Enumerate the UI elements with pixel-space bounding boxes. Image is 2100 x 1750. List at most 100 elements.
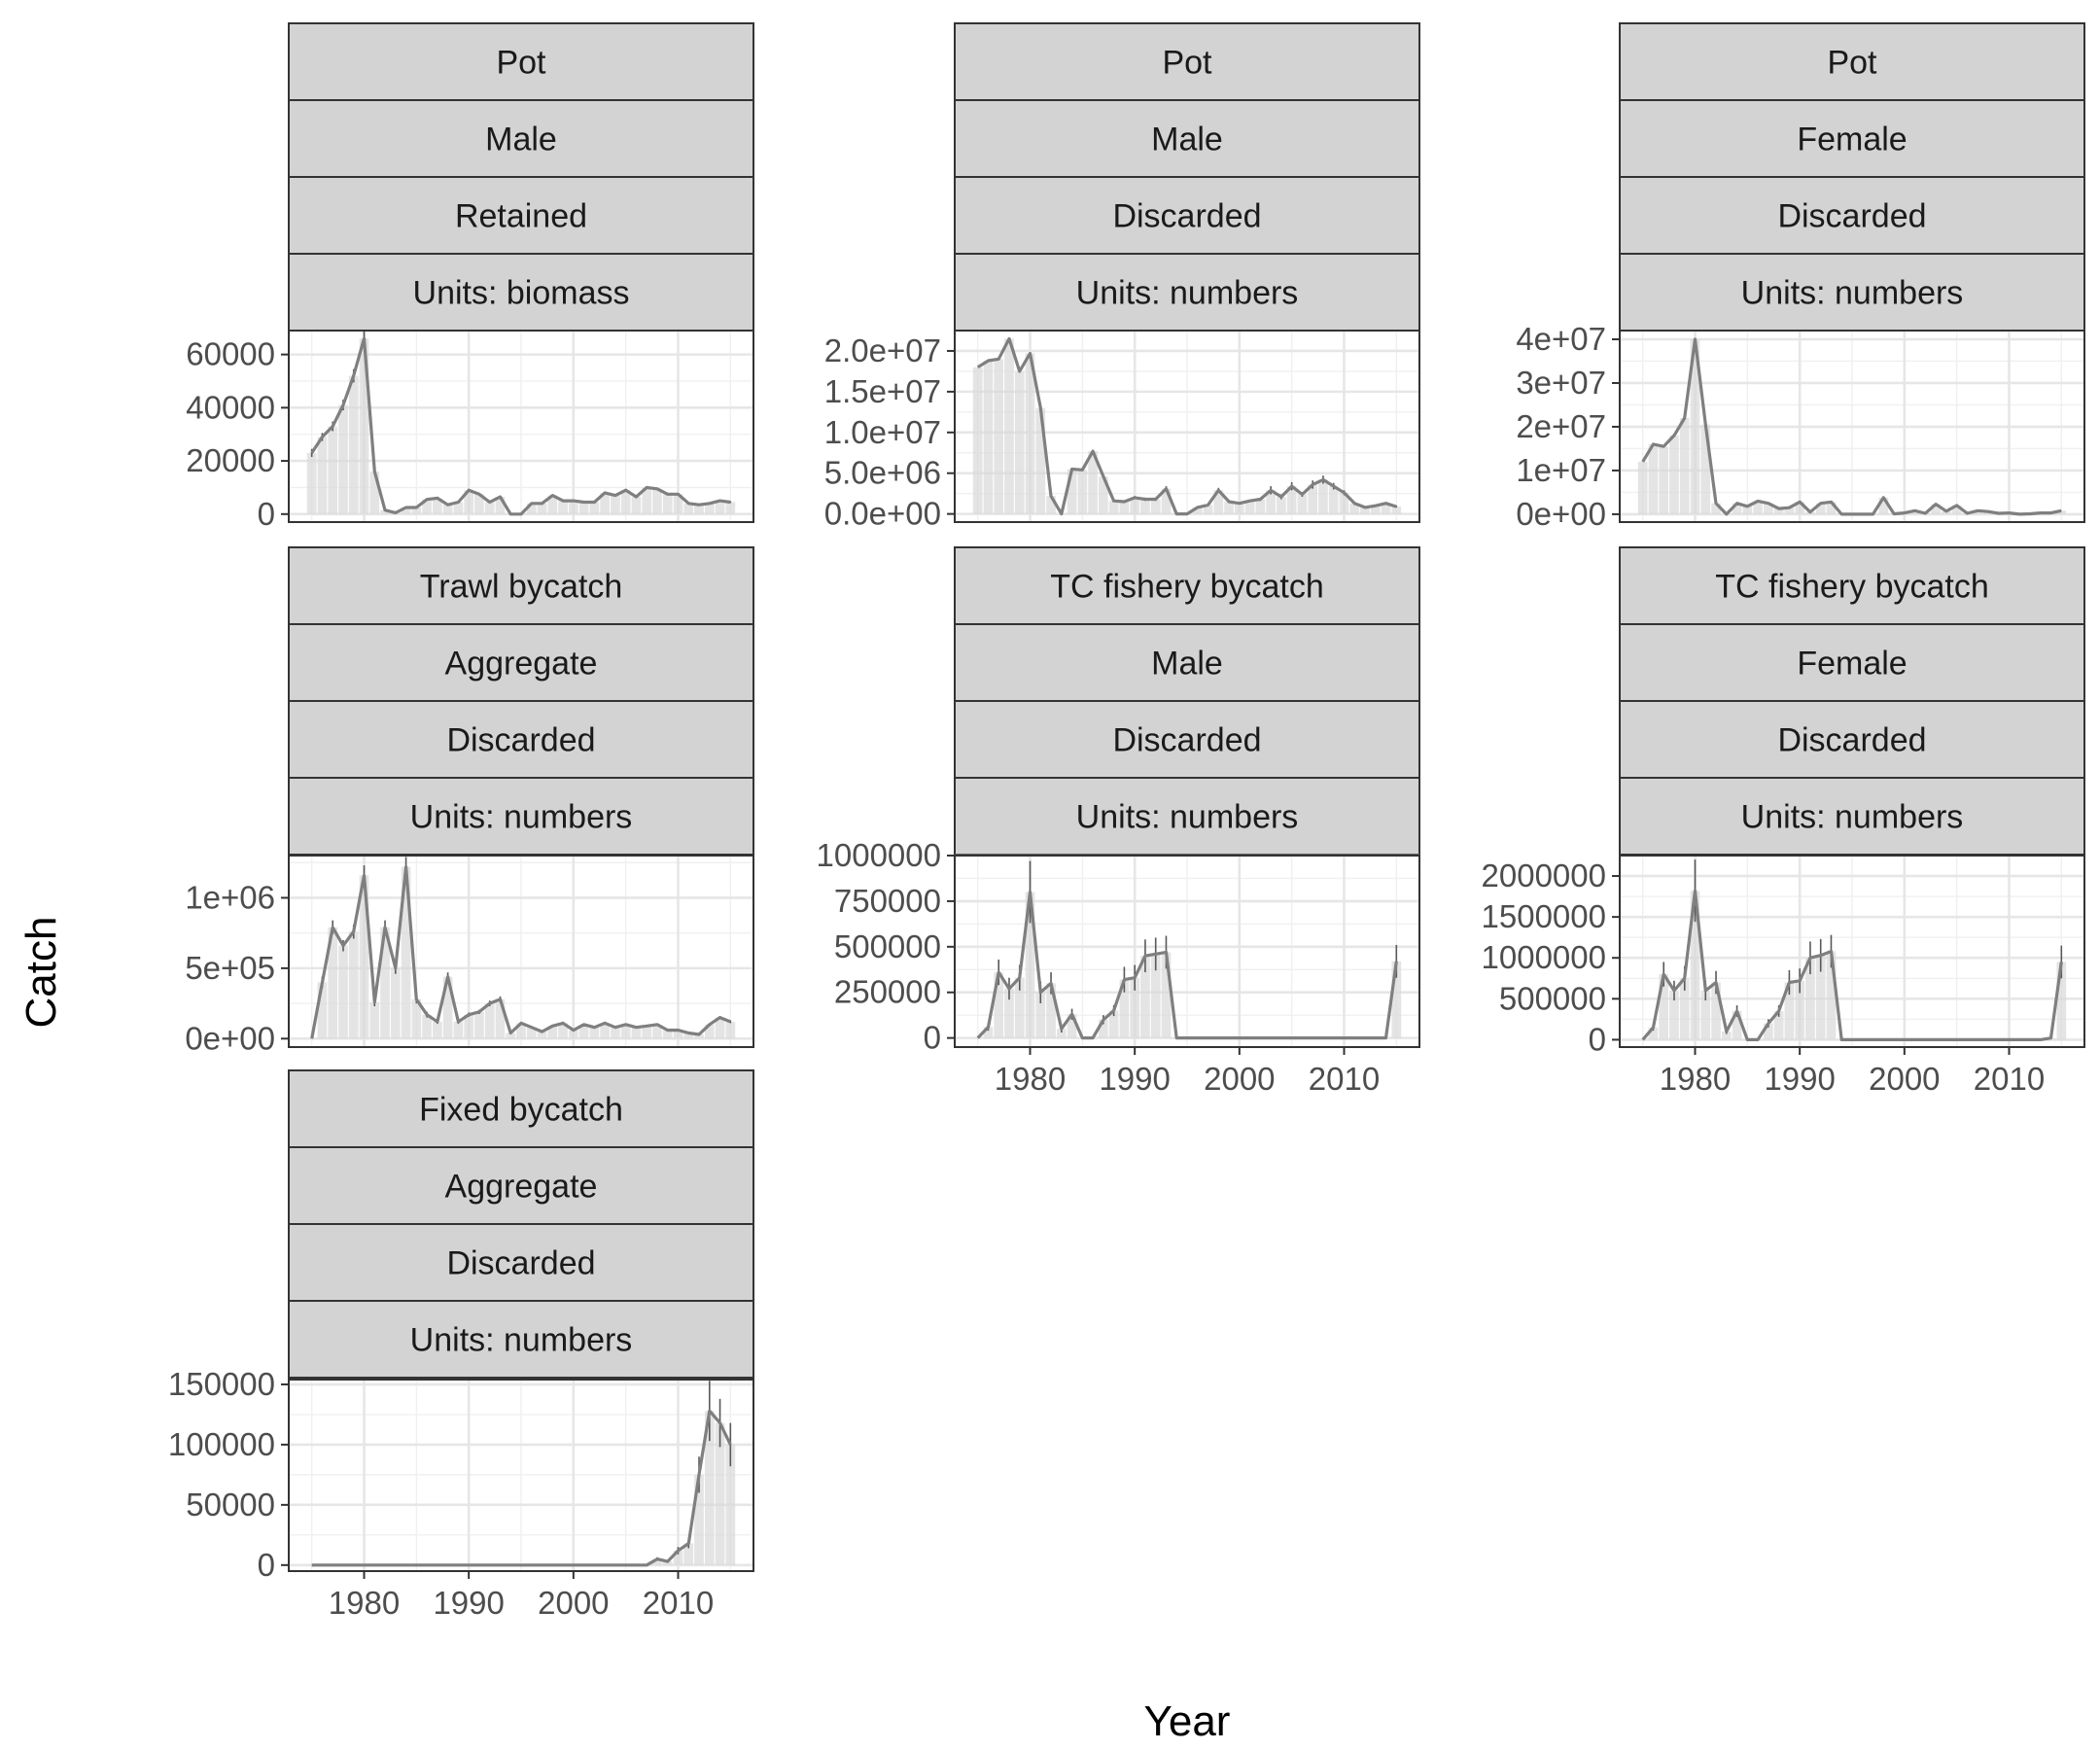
catch-line [311,1409,732,1567]
strip-label-box [288,1223,754,1302]
catch-bar [1773,508,1784,514]
x-axis-title: Year [1144,1698,1231,1745]
catch-bar [1056,1029,1067,1038]
strip-label: Female [1797,646,1907,682]
catch-bar [611,495,620,514]
catch-bar [715,1017,725,1039]
facet-panel: Fixed bycatch Aggregate Discarded Units: nu… [168,1069,754,1621]
catch-bar [317,437,328,514]
strip-label-box [288,99,754,178]
catch-bar [1648,443,1659,514]
y-tick-label: 0 [258,1547,275,1583]
x-tick-label: 1990 [433,1585,504,1621]
catch-bar [1067,1014,1077,1038]
catch-bar [442,505,453,514]
catch-bar [1764,1023,1773,1040]
y-tick-label: 500000 [834,928,941,964]
strip-label-box [954,700,1420,779]
catch-bar [1286,486,1297,514]
strip-label: Pot [1827,45,1877,82]
catch-bar [1951,505,1962,514]
catch-bar [1370,506,1381,514]
x-tick-label: 1980 [995,1061,1066,1097]
catch-bar [589,1027,600,1039]
strip-label-box [1619,253,2085,332]
catch-bar [359,875,369,1039]
catch-bar [1349,503,1360,514]
catch-bar [328,426,338,514]
catch-bar [338,404,348,514]
catch-bar [1805,958,1815,1040]
catch-bar [1203,505,1213,514]
catch-bar [652,1024,662,1039]
catch-bar [652,488,662,514]
strip-label-box [1619,546,2085,625]
catch-bar [464,1014,474,1039]
catch-bar [1700,424,1711,514]
catch-bar [401,507,411,514]
catch-bar [1140,956,1150,1038]
catch-bar [1150,954,1161,1038]
catch-bar [1878,497,1889,514]
strip-label-box [288,1300,754,1379]
catch-bar [662,1561,673,1565]
strip-label: Discarded [1777,722,1926,759]
y-tick-label: 50000 [186,1487,275,1522]
y-tick-label: 3e+07 [1516,365,1606,401]
catch-bar [1161,488,1172,514]
strip-label-box [1619,176,2085,255]
panel-border [288,855,754,1048]
catch-bar [631,497,642,514]
catch-bar [1764,503,1773,514]
y-tick-label: 2000000 [1482,858,1606,893]
x-tick-label: 2010 [1974,1061,2045,1097]
catch-bar [442,976,453,1039]
catch-bar [694,505,704,514]
catch-bar [1213,490,1224,514]
catch-bar [568,501,578,514]
catch-bar [495,998,506,1039]
x-tick-label: 2010 [643,1585,714,1621]
catch-bar [662,1030,673,1039]
catch-bar [1690,338,1700,514]
catch-bar [526,1027,537,1039]
strip-label: Units: numbers [1741,799,1964,836]
strip-label: Discarded [1777,198,1926,235]
catch-bar [1297,494,1308,514]
strip-label: Aggregate [445,1169,598,1206]
catch-bar [994,972,1004,1038]
catch-bar [662,494,673,514]
catch-bar [537,503,547,514]
catch-bar [983,361,994,514]
y-tick-label: 1000000 [817,837,941,873]
catch-bar [1318,479,1328,514]
y-tick-label: 2e+07 [1516,408,1606,444]
catch-bar [380,509,390,514]
strip-label-box [1619,623,2085,702]
catch-bar [537,1032,547,1039]
catch-bar [589,502,600,514]
catch-bar [464,490,474,514]
catch-bar [578,1024,589,1039]
catch-bar [1004,338,1014,514]
catch-bar [1753,501,1763,514]
strip-label: Trawl bycatch [420,569,622,606]
facet-panel: TC fishery bycatch Female Discarded Units: … [1482,546,2085,1097]
x-tick-label: 1990 [1764,1061,1835,1097]
catch-bar [683,503,694,514]
catch-bar [1732,1010,1742,1040]
catch-bar [1721,1032,1732,1040]
x-tick-label: 2010 [1309,1061,1380,1097]
strip-label: Discarded [1112,198,1261,235]
catch-bar [1099,476,1108,514]
catch-bar [725,1444,736,1565]
catch-bar [1119,979,1130,1038]
y-tick-label: 1e+06 [185,879,275,915]
y-tick-label: 0 [924,1020,941,1056]
catch-bar [652,1558,662,1565]
catch-bar [1826,951,1837,1040]
catch-bar [1931,504,1941,514]
catch-bar [1014,977,1025,1038]
catch-bar [1690,891,1700,1040]
